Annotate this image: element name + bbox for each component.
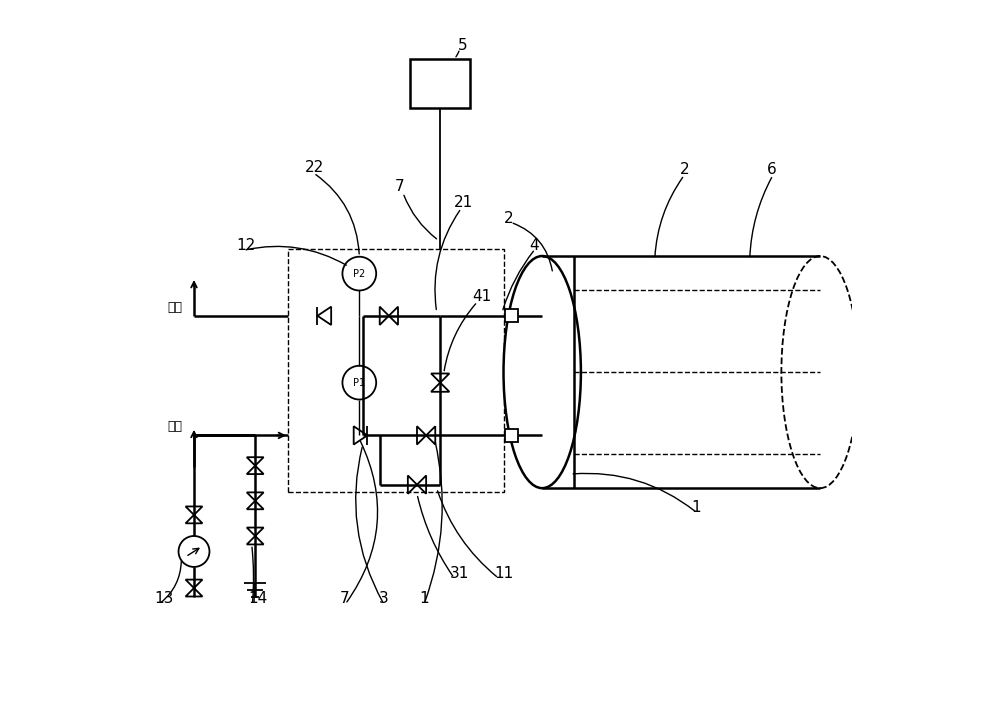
Text: 13: 13 <box>154 591 173 606</box>
Circle shape <box>342 366 376 399</box>
Text: 1: 1 <box>419 591 429 606</box>
Polygon shape <box>380 307 389 325</box>
Text: 入水: 入水 <box>167 420 182 433</box>
Text: 2: 2 <box>504 211 513 226</box>
Polygon shape <box>247 536 264 545</box>
Polygon shape <box>186 506 202 515</box>
Text: P2: P2 <box>353 269 365 279</box>
Text: 22: 22 <box>304 160 324 175</box>
Polygon shape <box>247 466 264 474</box>
Text: 出水: 出水 <box>167 301 182 313</box>
Text: 1: 1 <box>691 500 701 515</box>
Polygon shape <box>247 457 264 466</box>
Text: P1: P1 <box>353 378 365 388</box>
Text: 5: 5 <box>458 38 467 53</box>
Polygon shape <box>408 476 417 493</box>
Polygon shape <box>247 501 264 509</box>
Polygon shape <box>389 307 398 325</box>
Text: 2: 2 <box>679 162 689 177</box>
Polygon shape <box>317 307 331 325</box>
Polygon shape <box>431 374 449 383</box>
Text: 3: 3 <box>379 591 389 606</box>
Polygon shape <box>417 426 426 445</box>
Bar <box>410 59 470 108</box>
Circle shape <box>179 536 209 567</box>
Text: 11: 11 <box>494 566 514 581</box>
Bar <box>288 249 504 491</box>
Text: 31: 31 <box>449 566 469 581</box>
Bar <box>505 429 518 442</box>
Polygon shape <box>426 426 435 445</box>
Text: 6: 6 <box>767 162 777 177</box>
Text: 41: 41 <box>472 289 491 304</box>
Text: 14: 14 <box>248 591 267 606</box>
Bar <box>505 310 518 322</box>
Polygon shape <box>186 579 202 588</box>
Polygon shape <box>417 476 426 493</box>
Polygon shape <box>354 426 367 445</box>
Circle shape <box>342 257 376 291</box>
Polygon shape <box>186 515 202 523</box>
Polygon shape <box>247 492 264 501</box>
Text: 4: 4 <box>530 238 539 252</box>
Text: 12: 12 <box>236 238 255 252</box>
Text: 7: 7 <box>340 591 349 606</box>
Polygon shape <box>431 383 449 392</box>
Ellipse shape <box>504 256 581 489</box>
Polygon shape <box>186 588 202 596</box>
Polygon shape <box>247 527 264 536</box>
Text: 7: 7 <box>394 179 404 194</box>
Text: 21: 21 <box>454 195 474 211</box>
